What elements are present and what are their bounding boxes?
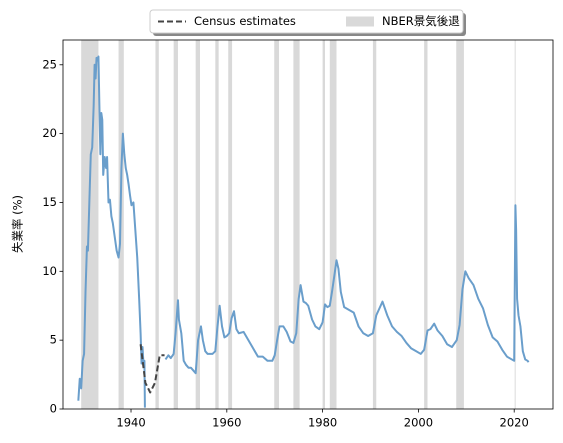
legend: Census estimates NBER景気後退 (149, 9, 466, 36)
x-tick-label: 1940 (116, 416, 145, 430)
legend-box (149, 9, 464, 34)
recession (215, 40, 219, 409)
legend-label: Census estimates (194, 14, 296, 28)
recession (424, 40, 428, 409)
x-tick-label: 2000 (404, 416, 433, 430)
census-line (139, 344, 165, 394)
y-tick-label: 10 (42, 264, 57, 278)
y-tick-label: 0 (50, 402, 57, 416)
plot-frame (62, 39, 554, 410)
recession (372, 40, 377, 409)
recession (329, 40, 337, 409)
recession (274, 40, 280, 409)
plot (77, 40, 530, 409)
recession (228, 40, 233, 409)
legend-label: NBER景気後退 (382, 14, 460, 28)
y-tick-label: 20 (42, 126, 57, 140)
y-tick-label: 15 (42, 195, 57, 209)
x-tick-label: 1960 (212, 416, 241, 430)
y-axis-label: 失業率 (%) (11, 195, 25, 253)
x-tick-label: 2020 (500, 416, 529, 430)
recession (456, 40, 464, 409)
recession (155, 40, 159, 409)
recession (322, 40, 326, 409)
unemployment-line (77, 55, 530, 408)
y-tick-label: 25 (42, 57, 57, 71)
recession (173, 40, 178, 409)
x-tick-label: 1980 (308, 416, 337, 430)
recession (293, 40, 300, 409)
y-tick-label: 5 (50, 333, 57, 347)
recession (195, 40, 200, 409)
legend-patch (346, 16, 374, 27)
